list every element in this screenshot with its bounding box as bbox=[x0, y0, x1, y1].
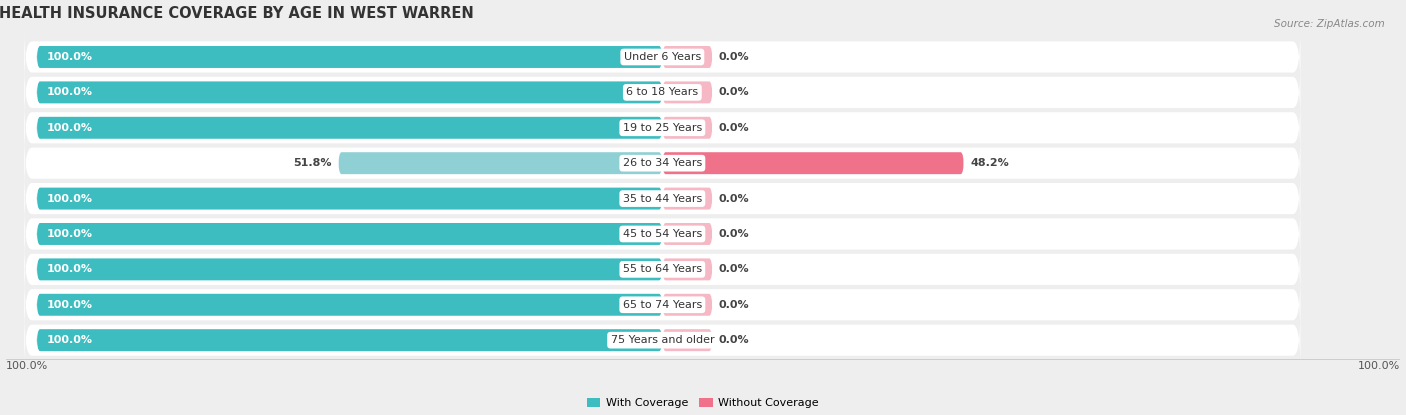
FancyBboxPatch shape bbox=[662, 294, 713, 316]
Text: 45 to 54 Years: 45 to 54 Years bbox=[623, 229, 702, 239]
Text: 19 to 25 Years: 19 to 25 Years bbox=[623, 123, 702, 133]
FancyBboxPatch shape bbox=[37, 259, 662, 281]
FancyBboxPatch shape bbox=[24, 136, 1301, 190]
FancyBboxPatch shape bbox=[662, 259, 713, 281]
Text: 65 to 74 Years: 65 to 74 Years bbox=[623, 300, 702, 310]
FancyBboxPatch shape bbox=[24, 278, 1301, 332]
Text: 100.0%: 100.0% bbox=[46, 88, 93, 98]
FancyBboxPatch shape bbox=[662, 188, 713, 210]
Text: 100.0%: 100.0% bbox=[46, 229, 93, 239]
Text: Source: ZipAtlas.com: Source: ZipAtlas.com bbox=[1274, 19, 1385, 29]
Text: 100.0%: 100.0% bbox=[6, 361, 48, 371]
FancyBboxPatch shape bbox=[662, 223, 713, 245]
Text: 35 to 44 Years: 35 to 44 Years bbox=[623, 193, 702, 204]
FancyBboxPatch shape bbox=[339, 152, 662, 174]
Text: 100.0%: 100.0% bbox=[46, 52, 93, 62]
FancyBboxPatch shape bbox=[24, 242, 1301, 296]
Text: 100.0%: 100.0% bbox=[46, 335, 93, 345]
Text: 0.0%: 0.0% bbox=[718, 193, 749, 204]
Text: Under 6 Years: Under 6 Years bbox=[624, 52, 702, 62]
FancyBboxPatch shape bbox=[37, 117, 662, 139]
Text: 48.2%: 48.2% bbox=[970, 158, 1010, 168]
FancyBboxPatch shape bbox=[24, 30, 1301, 84]
FancyBboxPatch shape bbox=[24, 207, 1301, 261]
Text: 0.0%: 0.0% bbox=[718, 264, 749, 274]
FancyBboxPatch shape bbox=[24, 313, 1301, 367]
FancyBboxPatch shape bbox=[662, 117, 713, 139]
FancyBboxPatch shape bbox=[37, 188, 662, 210]
Text: 51.8%: 51.8% bbox=[294, 158, 332, 168]
FancyBboxPatch shape bbox=[662, 152, 965, 174]
Legend: With Coverage, Without Coverage: With Coverage, Without Coverage bbox=[582, 393, 824, 413]
FancyBboxPatch shape bbox=[24, 172, 1301, 225]
FancyBboxPatch shape bbox=[662, 329, 713, 351]
Text: 100.0%: 100.0% bbox=[46, 123, 93, 133]
Text: 75 Years and older: 75 Years and older bbox=[610, 335, 714, 345]
Text: 0.0%: 0.0% bbox=[718, 52, 749, 62]
Text: 100.0%: 100.0% bbox=[46, 300, 93, 310]
Text: 0.0%: 0.0% bbox=[718, 88, 749, 98]
Text: 0.0%: 0.0% bbox=[718, 229, 749, 239]
FancyBboxPatch shape bbox=[24, 101, 1301, 155]
Text: 55 to 64 Years: 55 to 64 Years bbox=[623, 264, 702, 274]
FancyBboxPatch shape bbox=[37, 329, 662, 351]
FancyBboxPatch shape bbox=[37, 294, 662, 316]
FancyBboxPatch shape bbox=[662, 46, 713, 68]
Text: 26 to 34 Years: 26 to 34 Years bbox=[623, 158, 702, 168]
FancyBboxPatch shape bbox=[37, 81, 662, 103]
Text: HEALTH INSURANCE COVERAGE BY AGE IN WEST WARREN: HEALTH INSURANCE COVERAGE BY AGE IN WEST… bbox=[0, 5, 474, 21]
Text: 100.0%: 100.0% bbox=[46, 193, 93, 204]
Text: 0.0%: 0.0% bbox=[718, 335, 749, 345]
Text: 100.0%: 100.0% bbox=[46, 264, 93, 274]
Text: 0.0%: 0.0% bbox=[718, 300, 749, 310]
FancyBboxPatch shape bbox=[37, 46, 662, 68]
Text: 100.0%: 100.0% bbox=[1358, 361, 1400, 371]
FancyBboxPatch shape bbox=[37, 223, 662, 245]
Text: 6 to 18 Years: 6 to 18 Years bbox=[626, 88, 699, 98]
Text: 0.0%: 0.0% bbox=[718, 123, 749, 133]
FancyBboxPatch shape bbox=[24, 66, 1301, 119]
FancyBboxPatch shape bbox=[662, 81, 713, 103]
